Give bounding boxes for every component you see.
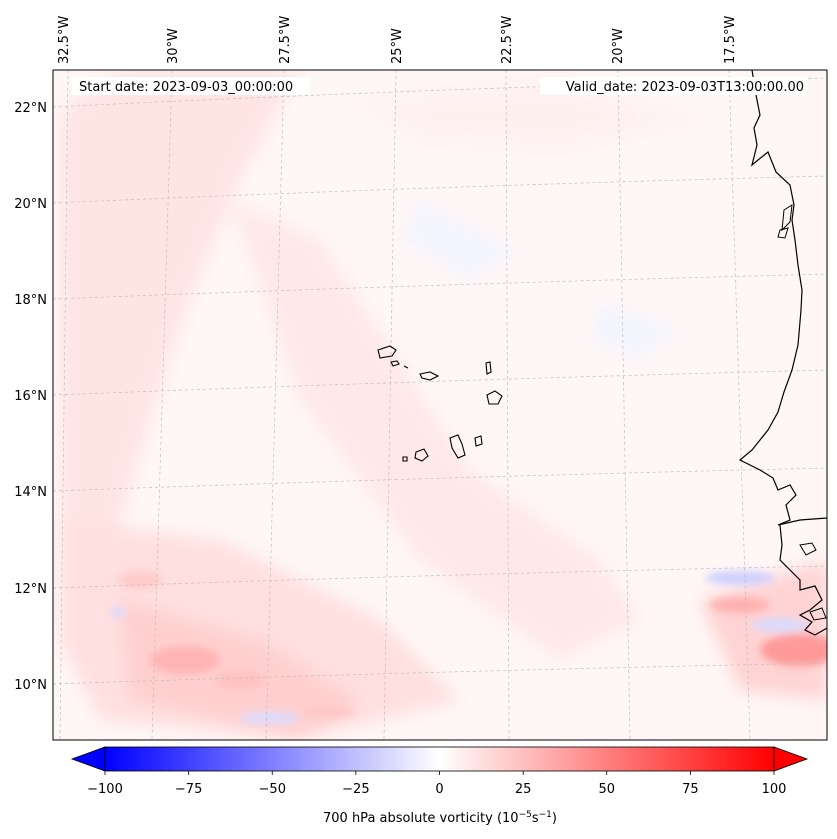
island-sao-vicente	[390, 360, 400, 367]
colorbar-tick-label: 50	[598, 782, 615, 797]
valid-date-box	[540, 77, 808, 95]
lat-label-20n: 20°N	[14, 197, 47, 212]
start-date-box	[72, 77, 310, 95]
latitude-labels: 22°N 20°N 18°N 16°N 14°N 12°N 10°N	[14, 101, 47, 693]
colorbar-label: 700 hPa absolute vorticity (10−5s−1)	[323, 810, 557, 826]
colorbar-tick-label: 0	[435, 782, 443, 797]
island-santo-antao	[377, 345, 397, 359]
start-date-label: Start date: 2023-09-03_00:00:00	[79, 80, 293, 95]
lon-label-20w: 20°W	[611, 28, 626, 64]
island-sal	[485, 361, 492, 375]
island-boa-vista	[486, 390, 503, 405]
bissagos-islands	[799, 542, 827, 621]
colorbar-tick-label: 75	[682, 782, 699, 797]
valid-date-label: Valid_date: 2023-09-03T13:00:00.00	[566, 80, 804, 95]
cape-verde-islands	[377, 345, 503, 462]
island-brava	[402, 456, 408, 462]
lon-label-30w: 30°W	[166, 28, 181, 64]
lon-label-22-5w: 22.5°W	[500, 16, 515, 64]
coastal-islands	[777, 204, 793, 239]
colorbar-gradient	[104, 746, 775, 772]
lat-label-14n: 14°N	[14, 485, 47, 500]
longitude-labels: 32.5°W 30°W 27.5°W 25°W 22.5°W 20°W 17.5…	[57, 16, 738, 64]
lat-label-10n: 10°N	[14, 678, 47, 693]
colorbar-max-arrow	[773, 746, 809, 772]
island-sao-nicolau	[419, 371, 440, 381]
map-frame	[52, 69, 828, 741]
colorbar-tick-label: 100	[762, 782, 787, 797]
colorbar-tick-label: 25	[515, 782, 532, 797]
lon-label-25w: 25°W	[390, 28, 405, 64]
lat-label-12n: 12°N	[14, 582, 47, 597]
lon-label-27-5w: 27.5°W	[278, 16, 293, 64]
colorbar: −100 −75 −50 −25 0 25 50 75 100 700 hPa absolute…	[70, 746, 809, 826]
island-maio	[474, 435, 483, 447]
island-santa-luzia	[403, 365, 409, 369]
lat-label-18n: 18°N	[14, 293, 47, 308]
colorbar-tick-label: −100	[87, 782, 123, 797]
lon-label-17-5w: 17.5°W	[723, 16, 738, 64]
colorbar-ticks: −100 −75 −50 −25 0 25 50 75 100	[87, 771, 786, 797]
island-santiago	[449, 434, 466, 459]
lat-label-22n: 22°N	[14, 101, 47, 116]
graticule	[53, 70, 827, 740]
africa-coastline-south	[779, 524, 827, 636]
vorticity-field	[53, 70, 827, 740]
africa-coastline	[738, 70, 827, 526]
island-fogo	[414, 448, 429, 462]
lat-label-16n: 16°N	[14, 389, 47, 404]
colorbar-tick-label: −25	[342, 782, 369, 797]
colorbar-tick-label: −75	[175, 782, 202, 797]
colorbar-tick-label: −50	[259, 782, 286, 797]
colorbar-min-arrow	[70, 746, 106, 772]
lon-label-32-5w: 32.5°W	[57, 16, 72, 64]
